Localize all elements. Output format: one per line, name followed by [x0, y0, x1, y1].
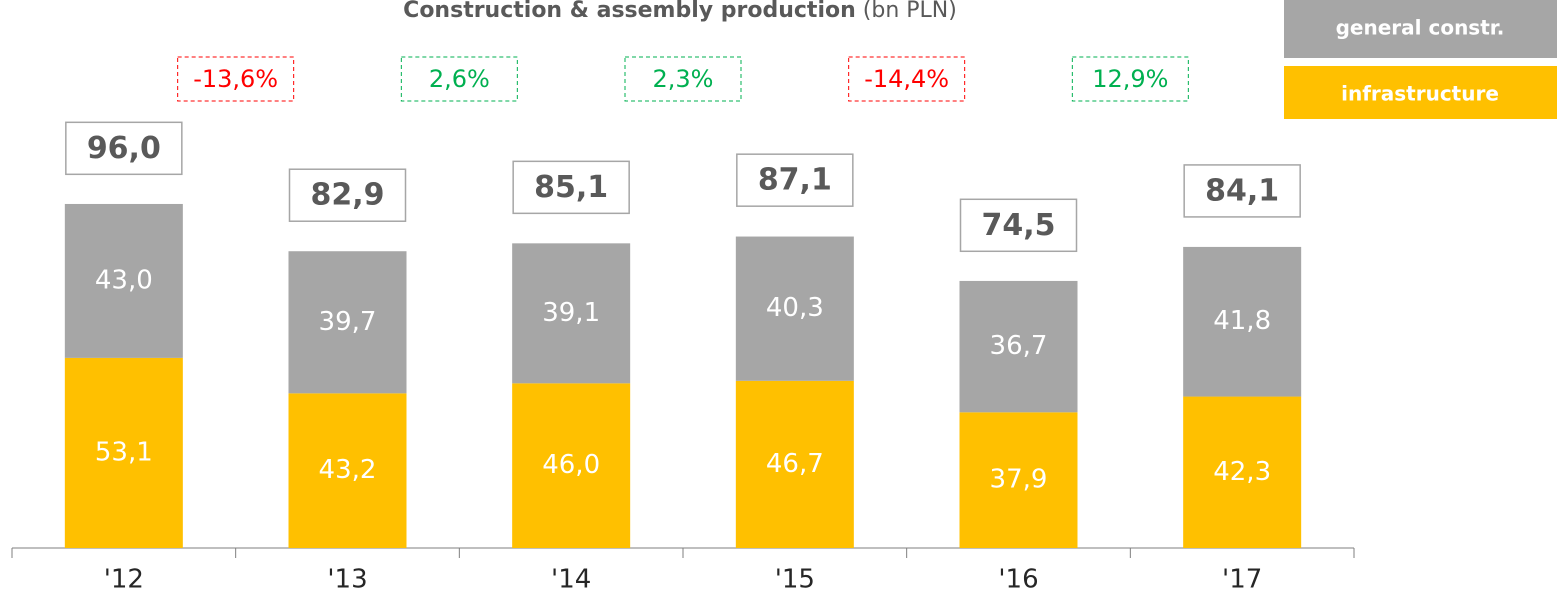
change-box [1071, 56, 1189, 102]
segment-label: 39,1 [542, 298, 600, 328]
segment-label: 36,7 [990, 331, 1048, 361]
bar-segment [512, 243, 631, 384]
bar-segment [1183, 246, 1302, 397]
title-unit: (bn PLN) [863, 0, 957, 23]
bar-segment [959, 280, 1078, 413]
total-label: 84,1 [1205, 173, 1279, 208]
legend-swatch [1284, 66, 1557, 119]
chart-title: Construction & assembly production (bn PL… [403, 0, 957, 23]
legend-swatch [1284, 0, 1557, 58]
x-tick-label: '13 [327, 565, 367, 595]
bar-segment [512, 383, 631, 548]
change-label: -14,4% [864, 65, 949, 93]
segment-label: 43,0 [95, 265, 153, 295]
bar-segment [288, 251, 407, 394]
total-label: 82,9 [310, 178, 384, 213]
change-label: 2,6% [429, 65, 490, 93]
bar-segment [288, 393, 407, 548]
x-tick-label: '14 [551, 565, 591, 595]
segment-label: 43,2 [319, 455, 377, 485]
bar-segment [959, 412, 1078, 548]
segment-label: 42,3 [1213, 457, 1271, 487]
bar-segment [64, 203, 183, 358]
x-tick-label: '16 [998, 565, 1038, 595]
change-label: -13,6% [193, 65, 278, 93]
bar-segment [64, 357, 183, 548]
legend-label: infrastructure [1341, 82, 1499, 106]
legend-label: general constr. [1336, 16, 1505, 40]
bar-segment [735, 236, 854, 381]
segment-label: 41,8 [1213, 306, 1271, 336]
total-box [736, 153, 854, 207]
segment-label: 39,7 [319, 307, 377, 337]
total-box [512, 160, 630, 215]
x-tick-label: '15 [775, 565, 815, 595]
total-box [288, 168, 407, 222]
segment-label: 46,0 [542, 450, 600, 480]
change-box [848, 56, 966, 102]
segment-label: 46,7 [766, 449, 824, 479]
change-box [400, 56, 518, 102]
title-main: Construction & assembly production [403, 0, 856, 23]
total-box [65, 121, 183, 176]
change-label: 12,9% [1092, 65, 1168, 93]
x-tick-label: '17 [1222, 565, 1262, 595]
bar-segment [1183, 396, 1302, 548]
change-box [177, 56, 295, 102]
x-tick-label: '12 [104, 565, 144, 595]
total-label: 74,5 [981, 208, 1055, 243]
segment-label: 40,3 [766, 293, 824, 323]
change-box [624, 56, 742, 102]
segment-label: 37,9 [990, 465, 1048, 495]
bar-segment [735, 380, 854, 548]
total-label: 96,0 [87, 131, 161, 166]
segment-label: 53,1 [95, 437, 153, 467]
change-label: 2,3% [653, 65, 714, 93]
total-label: 87,1 [758, 163, 832, 198]
total-box [959, 198, 1078, 253]
total-box [1183, 164, 1301, 218]
total-label: 85,1 [534, 170, 608, 205]
